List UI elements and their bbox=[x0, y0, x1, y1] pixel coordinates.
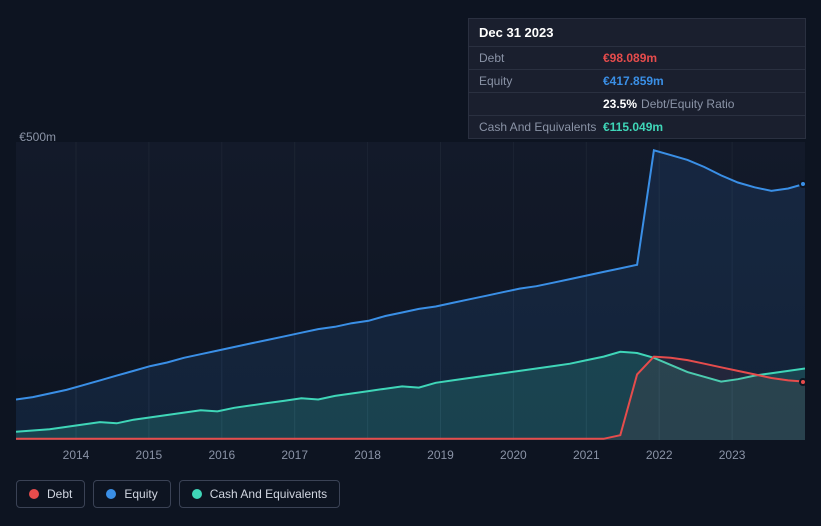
tooltip-row: Cash And Equivalents€115.049m bbox=[469, 115, 805, 138]
tooltip-row: Equity€417.859m bbox=[469, 69, 805, 92]
x-axis-label: 2022 bbox=[646, 448, 673, 462]
tooltip-row-label: Debt bbox=[479, 51, 603, 65]
chart-tooltip: Dec 31 2023 Debt€98.089mEquity€417.859m2… bbox=[468, 18, 806, 139]
tooltip-date: Dec 31 2023 bbox=[469, 19, 805, 46]
tooltip-row-label: Equity bbox=[479, 74, 603, 88]
x-axis-label: 2014 bbox=[63, 448, 90, 462]
x-axis-label: 2021 bbox=[573, 448, 600, 462]
x-axis-label: 2019 bbox=[427, 448, 454, 462]
legend-swatch-icon bbox=[29, 489, 39, 499]
tooltip-row-value: €115.049m bbox=[603, 120, 663, 134]
legend-swatch-icon bbox=[192, 489, 202, 499]
legend: Debt Equity Cash And Equivalents bbox=[16, 480, 340, 508]
chart-area[interactable] bbox=[16, 142, 805, 440]
tooltip-row-secondary: Debt/Equity Ratio bbox=[641, 97, 734, 111]
legend-item-equity[interactable]: Equity bbox=[93, 480, 170, 508]
tooltip-row: Debt€98.089m bbox=[469, 46, 805, 69]
x-axis-label: 2016 bbox=[208, 448, 235, 462]
x-axis-label: 2018 bbox=[354, 448, 381, 462]
legend-item-cash[interactable]: Cash And Equivalents bbox=[179, 480, 340, 508]
legend-label: Debt bbox=[47, 487, 72, 501]
tooltip-row-value: €417.859m bbox=[603, 74, 664, 88]
legend-swatch-icon bbox=[106, 489, 116, 499]
x-axis-label: 2023 bbox=[719, 448, 746, 462]
marker-debt bbox=[799, 378, 807, 386]
x-axis-label: 2017 bbox=[281, 448, 308, 462]
x-axis-label: 2020 bbox=[500, 448, 527, 462]
x-axis-label: 2015 bbox=[136, 448, 163, 462]
chart-svg bbox=[16, 142, 805, 440]
legend-label: Cash And Equivalents bbox=[210, 487, 327, 501]
tooltip-row-value: €98.089m bbox=[603, 51, 657, 65]
x-axis: 2014 2015 2016 2017 2018 2019 2020 2021 2022 2023 bbox=[16, 448, 805, 464]
tooltip-row-label: Cash And Equivalents bbox=[479, 120, 603, 134]
tooltip-row-label bbox=[479, 97, 603, 111]
marker-equity bbox=[799, 180, 807, 188]
legend-item-debt[interactable]: Debt bbox=[16, 480, 85, 508]
tooltip-row-value: 23.5%Debt/Equity Ratio bbox=[603, 97, 734, 111]
tooltip-row: 23.5%Debt/Equity Ratio bbox=[469, 92, 805, 115]
legend-label: Equity bbox=[124, 487, 157, 501]
